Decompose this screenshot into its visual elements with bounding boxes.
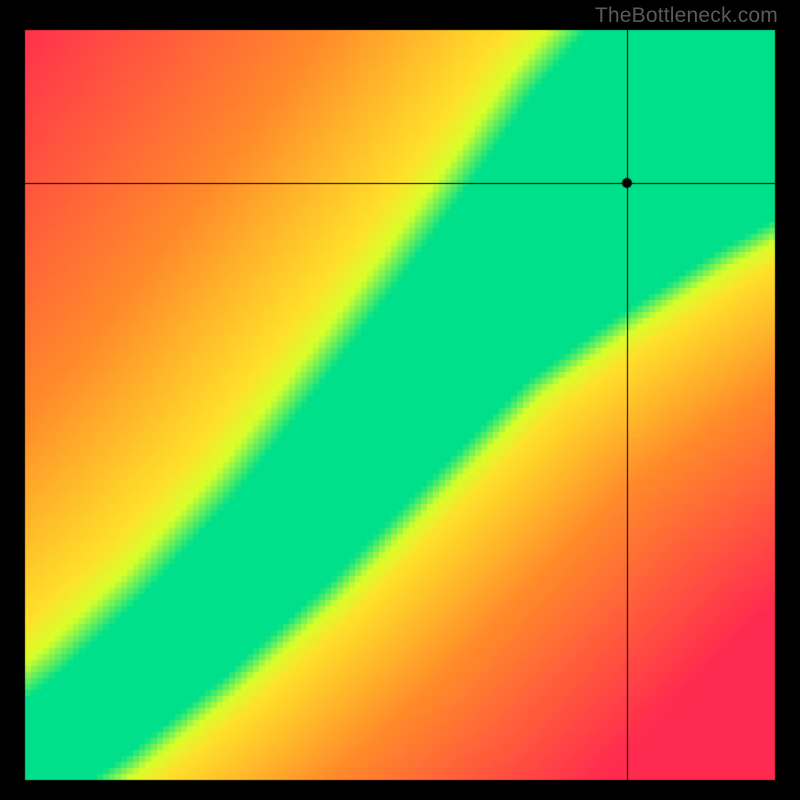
chart-container: TheBottleneck.com bbox=[0, 0, 800, 800]
bottleneck-heatmap-canvas bbox=[0, 0, 800, 800]
watermark-text: TheBottleneck.com bbox=[595, 4, 778, 28]
